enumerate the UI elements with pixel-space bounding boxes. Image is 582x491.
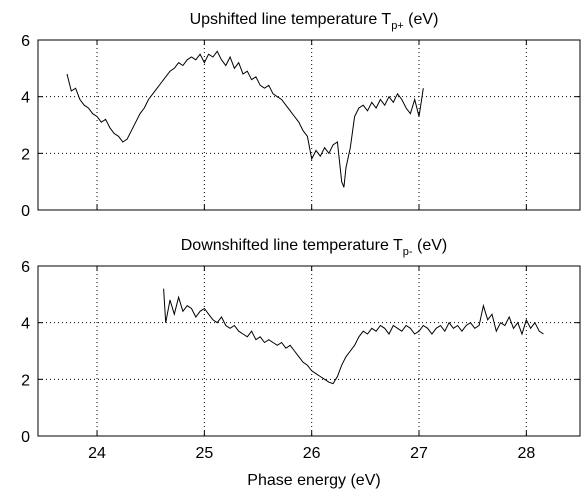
y-tick-label: 2 <box>21 372 30 389</box>
lower-axes-frame <box>37 265 581 437</box>
x-tick-label: 25 <box>195 445 213 462</box>
upper-y-tick-labels: 0 2 4 6 <box>21 33 30 220</box>
lower-y-tick-labels: 0 2 4 6 <box>21 259 30 446</box>
upper-series-line <box>66 50 424 188</box>
upper-title-suffix: (eV) <box>404 11 439 28</box>
y-tick-label: 6 <box>21 259 30 276</box>
lower-grid <box>38 266 580 436</box>
upper-title-subscript: p+ <box>391 20 404 32</box>
y-tick-label: 6 <box>21 33 30 50</box>
x-tick-label: 26 <box>303 445 321 462</box>
x-tick-labels: 24 25 26 27 28 <box>88 445 535 462</box>
x-axis-label: Phase energy (eV) <box>247 472 380 489</box>
y-tick-label: 4 <box>21 90 30 107</box>
lower-title: Downshifted line temperature Tp- (eV) <box>181 237 448 258</box>
y-tick-label: 0 <box>21 429 30 446</box>
downshifted-panel: Downshifted line temperature Tp- (eV) 0 2… <box>21 237 581 489</box>
lower-title-subscript: p- <box>403 246 413 258</box>
upshifted-panel: Upshifted line temperature Tp+ (eV) 0 2 4 6 <box>21 11 581 220</box>
lower-title-suffix: (eV) <box>413 237 448 254</box>
y-tick-label: 2 <box>21 146 30 163</box>
x-tick-label: 28 <box>517 445 535 462</box>
x-tick-label: 27 <box>410 445 428 462</box>
y-tick-label: 0 <box>21 203 30 220</box>
upper-title: Upshifted line temperature Tp+ (eV) <box>190 11 439 32</box>
upper-grid <box>38 40 580 210</box>
x-tick-label: 24 <box>88 445 106 462</box>
upper-axes-frame <box>37 39 581 211</box>
lower-series-line <box>163 288 544 385</box>
upper-ticks <box>38 39 580 211</box>
lower-ticks <box>38 265 580 437</box>
lower-title-main: Downshifted line temperature T <box>181 237 403 254</box>
upper-title-main: Upshifted line temperature T <box>190 11 392 28</box>
y-tick-label: 4 <box>21 316 30 333</box>
